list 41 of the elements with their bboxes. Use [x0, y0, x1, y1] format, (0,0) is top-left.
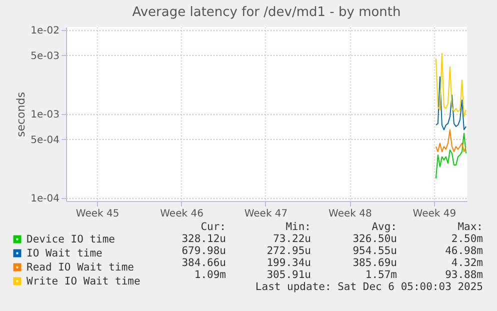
text: 384.66u — [182, 257, 226, 269]
legend-label: Write IO Wait time — [26, 275, 140, 288]
x-tick-label: Week 49 — [412, 208, 456, 220]
x-tick-label: Week 48 — [328, 208, 372, 220]
y-tick-label: 1e-04 — [30, 193, 60, 204]
x-tick-label: Week 45 — [76, 208, 120, 220]
line-series — [435, 129, 466, 152]
text: Cur: — [200, 221, 226, 233]
text: 954.55u — [352, 245, 397, 257]
text: 46.98m — [445, 245, 483, 257]
text: 73.22u — [273, 233, 311, 245]
y-tick-label: 1e-02 — [30, 26, 60, 37]
text: Max: — [458, 221, 483, 233]
y-axis-title: seconds — [14, 92, 28, 137]
text: 305.91u — [266, 269, 311, 281]
text: Avg: — [372, 221, 397, 233]
y-tick-label: 5e-04 — [30, 134, 60, 146]
text: 1.09m — [194, 269, 226, 281]
line-series — [435, 52, 466, 118]
text: Last update: Sat Dec 6 05:00:03 2025 — [255, 281, 483, 293]
text: 272.95u — [266, 245, 311, 257]
y-tick-label: 5e-03 — [30, 50, 60, 62]
text: 679.98u — [182, 245, 226, 257]
text: 4.32m — [451, 257, 483, 269]
text: 326.50u — [352, 233, 397, 245]
x-tick-label: Week 47 — [244, 208, 288, 220]
legend-label: Read IO Wait time — [26, 261, 134, 274]
legend-label: IO Wait time — [26, 247, 102, 260]
text: 385.69u — [352, 257, 397, 269]
x-tick-label: Week 46 — [160, 208, 204, 220]
text: 93.88m — [445, 269, 483, 281]
text: 1.57m — [365, 269, 397, 281]
text: 199.34u — [266, 257, 311, 269]
y-tick-label: 1e-03 — [30, 110, 60, 121]
line-series — [435, 132, 466, 179]
text: 2.50m — [451, 233, 483, 245]
legend-label: Device IO time — [26, 233, 116, 246]
chart-title: Average latency for /dev/md1 - by month — [132, 5, 401, 20]
text: 328.12u — [182, 233, 226, 245]
line-series — [435, 76, 466, 130]
text: Min: — [286, 221, 311, 233]
